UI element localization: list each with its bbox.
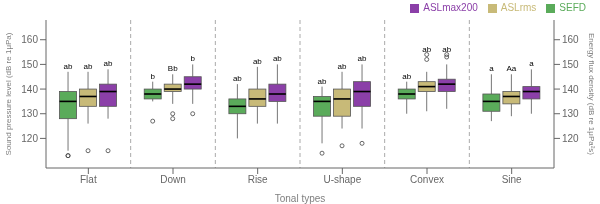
svg-text:120: 120 xyxy=(562,133,579,144)
svg-text:Down: Down xyxy=(160,174,186,185)
svg-text:Sound pressure level (dB re 1μ: Sound pressure level (dB re 1μPa) xyxy=(8,32,13,155)
svg-text:b: b xyxy=(190,54,195,63)
svg-text:ab: ab xyxy=(318,77,327,86)
svg-text:ab: ab xyxy=(233,74,242,83)
svg-text:Convex: Convex xyxy=(410,174,444,185)
svg-text:ab: ab xyxy=(104,59,113,68)
svg-text:U-shape: U-shape xyxy=(323,174,361,185)
svg-text:Bb: Bb xyxy=(168,64,178,73)
svg-text:130: 130 xyxy=(21,108,38,119)
svg-text:ab: ab xyxy=(64,62,73,71)
svg-text:ab: ab xyxy=(422,45,431,54)
svg-text:130: 130 xyxy=(562,108,579,119)
svg-text:140: 140 xyxy=(21,84,38,95)
html-text:ASLrms: ASLrms xyxy=(500,2,537,13)
svg-text:150: 150 xyxy=(562,59,579,70)
svg-text:ab: ab xyxy=(338,62,347,71)
svg-text:ab: ab xyxy=(253,57,262,66)
svg-text:Flat: Flat xyxy=(80,174,97,185)
svg-text:ab: ab xyxy=(358,54,367,63)
svg-text:160: 160 xyxy=(562,34,579,45)
svg-text:a: a xyxy=(529,59,534,68)
svg-text:Energy flux density (dB re 1μP: Energy flux density (dB re 1μPa²s) xyxy=(587,33,592,155)
svg-text:Tonal types: Tonal types xyxy=(275,193,326,204)
svg-text:Rise: Rise xyxy=(248,174,268,185)
svg-text:a: a xyxy=(489,64,494,73)
html-text:SEFD: SEFD xyxy=(559,2,586,13)
svg-text:ab: ab xyxy=(442,45,451,54)
svg-text:ab: ab xyxy=(402,72,411,81)
svg-text:Aa: Aa xyxy=(506,64,516,73)
svg-text:Sine: Sine xyxy=(502,174,522,185)
svg-text:b: b xyxy=(150,72,155,81)
svg-text:140: 140 xyxy=(562,84,579,95)
svg-text:ab: ab xyxy=(84,62,93,71)
svg-text:ab: ab xyxy=(273,54,282,63)
svg-text:150: 150 xyxy=(21,59,38,70)
html-text:ASLmax200: ASLmax200 xyxy=(423,2,478,13)
svg-text:160: 160 xyxy=(21,34,38,45)
svg-text:120: 120 xyxy=(21,133,38,144)
